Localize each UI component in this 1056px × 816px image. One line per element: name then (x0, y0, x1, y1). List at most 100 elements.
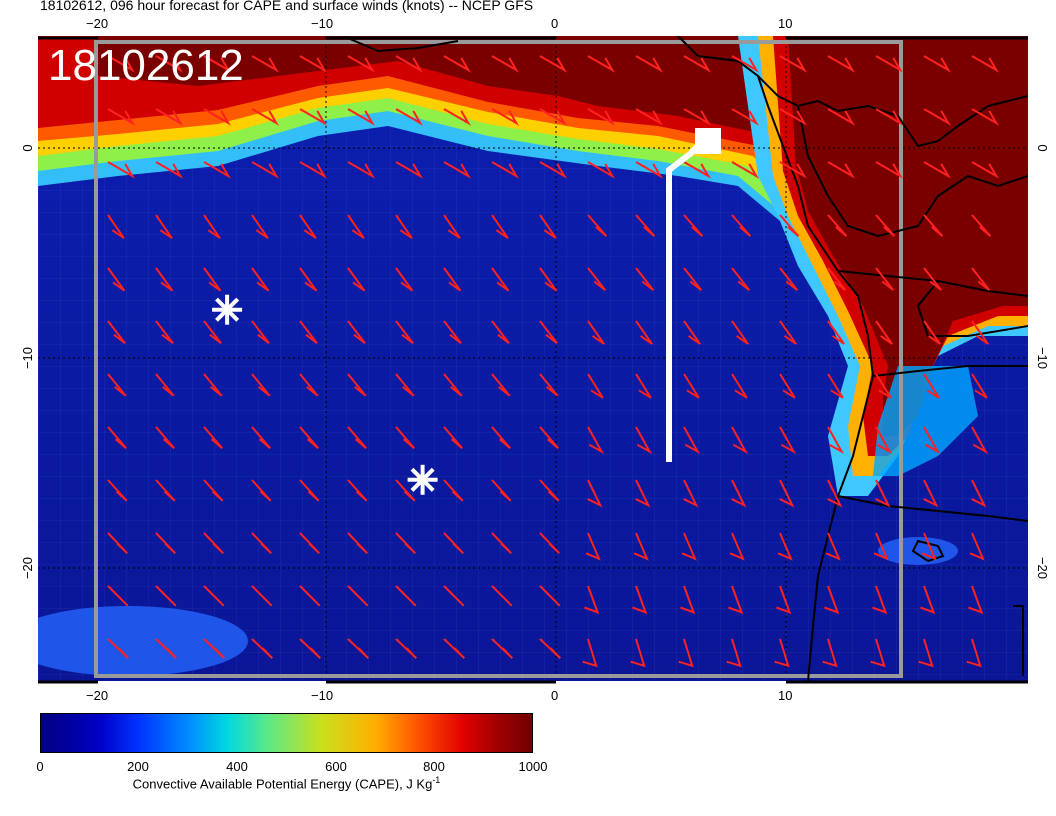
wind-barb (443, 320, 462, 345)
wind-barb (107, 108, 135, 126)
wind-barb (107, 426, 127, 450)
wind-barb (635, 55, 663, 73)
wind-barb (681, 532, 697, 561)
wind-barb (632, 585, 648, 614)
wind-barb (347, 532, 368, 555)
wind-barb (776, 585, 792, 614)
wind-barb (873, 532, 889, 561)
wind-barb (443, 108, 471, 126)
wind-barb (777, 532, 793, 561)
wind-barb (491, 373, 511, 397)
wind-barb (825, 532, 841, 561)
wind-barb (299, 479, 320, 502)
bottom-lon-label: −20 (86, 688, 108, 703)
wind-barb (635, 214, 656, 237)
wind-barb (347, 426, 367, 450)
wind-barb (539, 320, 558, 345)
wind-barb (635, 479, 651, 508)
wind-barb (731, 214, 752, 237)
wind-barb (251, 532, 272, 555)
colorbar: 0 200 400 600 800 1000 Convective Availa… (36, 713, 547, 791)
cape-wind-map: 18102612 (38, 36, 1028, 684)
wind-barb (971, 426, 989, 455)
wind-barb (491, 214, 509, 239)
asterisk-marker (212, 294, 243, 325)
wind-barb (203, 55, 231, 73)
top-lon-label: −10 (311, 16, 333, 31)
wind-barb (395, 426, 415, 450)
wind-barb (923, 55, 951, 73)
wind-barb (587, 108, 615, 126)
wind-barb (251, 426, 271, 450)
wind-barb (635, 426, 653, 455)
wind-barb (635, 108, 663, 126)
wind-barb (203, 638, 226, 659)
wind-barb (299, 214, 317, 239)
wind-barb (539, 108, 567, 126)
wind-barb (251, 479, 272, 502)
wind-barb (491, 479, 512, 502)
wind-barb (971, 320, 989, 345)
wind-barb (395, 214, 413, 239)
wind-barb (731, 55, 759, 73)
wind-barb (299, 320, 318, 345)
wind-barb (347, 373, 367, 397)
wind-barb (251, 267, 270, 292)
wind-barb (875, 479, 891, 508)
wind-barb (779, 108, 807, 126)
wind-barb (203, 108, 231, 126)
wind-barb (155, 161, 183, 179)
wind-barb (347, 55, 375, 73)
wind-barb (587, 479, 603, 508)
wind-barb (203, 214, 221, 239)
wind-barb (203, 426, 223, 450)
wind-barb (827, 55, 855, 73)
wind-barb (875, 320, 893, 345)
wind-barb (824, 585, 840, 614)
wind-barb (539, 55, 567, 73)
wind-barb (251, 55, 279, 73)
wind-barb (635, 161, 663, 179)
wind-barb (395, 267, 414, 292)
wind-barb (299, 585, 321, 607)
wind-barb (971, 55, 999, 73)
wind-barb (443, 585, 465, 607)
wind-barb (299, 426, 319, 450)
wind-barb (443, 55, 471, 73)
wind-barb (731, 320, 749, 345)
top-lon-label: −20 (86, 16, 108, 31)
wind-barb (491, 55, 519, 73)
wind-barb (923, 214, 944, 237)
wind-barb (822, 638, 838, 668)
wind-barb (875, 108, 903, 126)
wind-barb (539, 638, 562, 659)
wind-barb (203, 267, 222, 292)
wind-barb (395, 320, 414, 345)
wind-barb (539, 426, 559, 450)
wind-barb (155, 426, 175, 450)
wind-barb (251, 214, 269, 239)
wind-barb (539, 373, 559, 397)
wind-barb (491, 267, 510, 292)
wind-barb (491, 108, 519, 126)
colorbar-tick: 200 (127, 759, 149, 774)
wind-barb (107, 267, 126, 292)
wind-barb (203, 532, 224, 555)
wind-barb (443, 161, 471, 179)
wind-barb (779, 426, 797, 455)
wind-barb (680, 585, 696, 614)
wind-barb (203, 161, 231, 179)
wind-barb (491, 532, 512, 555)
wind-barb (107, 55, 135, 73)
colorbar-label-text: Convective Available Potential Energy (C… (132, 776, 433, 792)
wind-barb (731, 108, 759, 126)
wind-barb (155, 532, 176, 555)
wind-barb (683, 108, 711, 126)
wind-barb (347, 320, 366, 345)
wind-barb (726, 638, 742, 668)
wind-barb (251, 108, 279, 126)
bottom-lon-label: 0 (551, 688, 558, 703)
wind-barb (683, 426, 701, 455)
top-lon-labels: −20 −10 0 10 (86, 16, 792, 31)
wind-barb (347, 585, 369, 607)
